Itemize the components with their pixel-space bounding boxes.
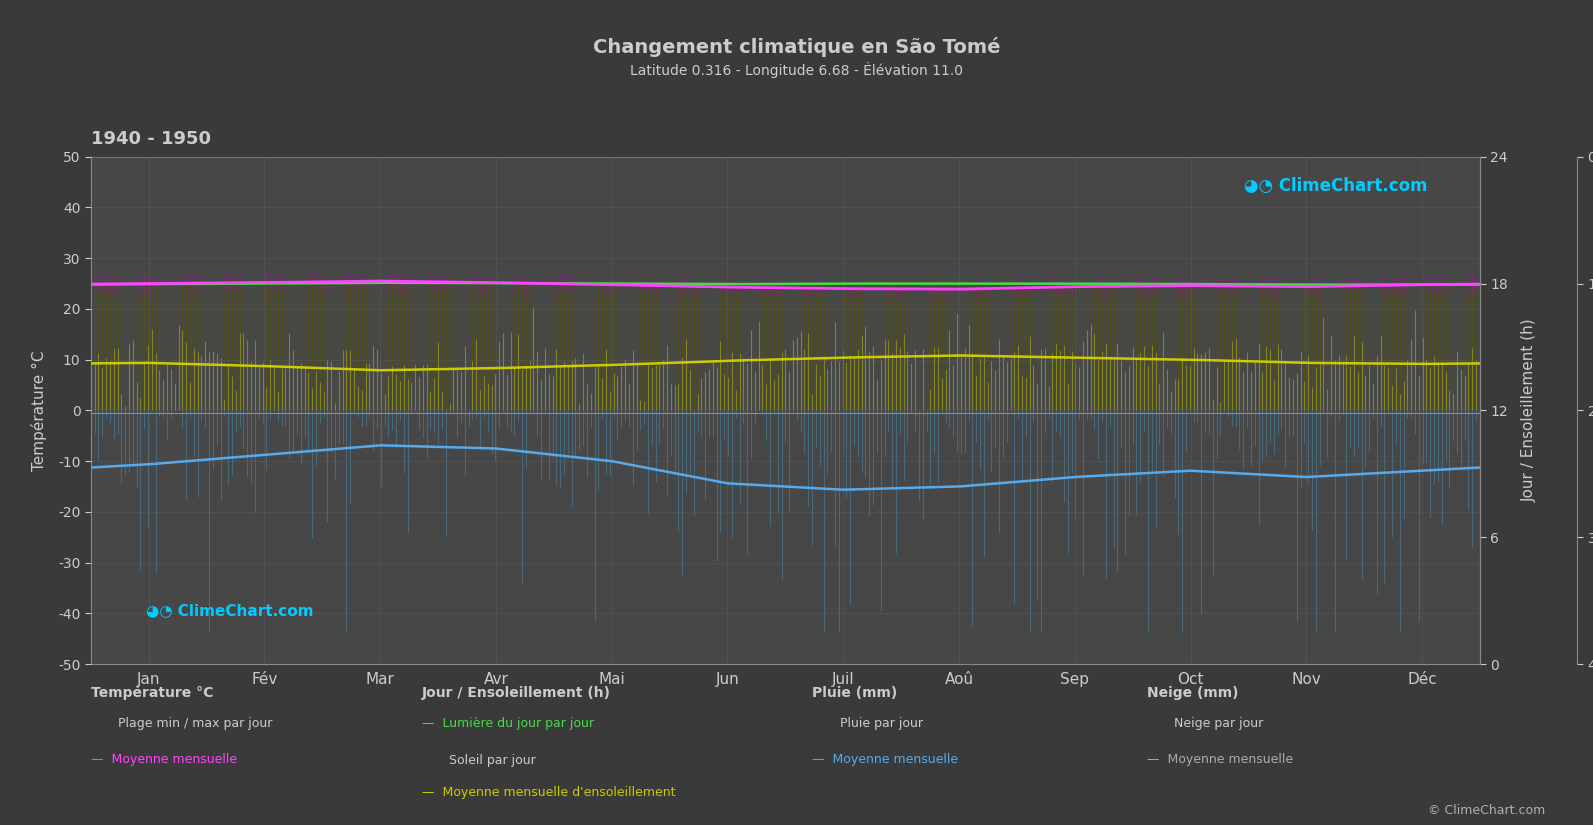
Text: Pluie (mm): Pluie (mm) — [812, 686, 898, 700]
Text: ◕◔ ClimeChart.com: ◕◔ ClimeChart.com — [147, 603, 314, 618]
Text: —  Lumière du jour par jour: — Lumière du jour par jour — [422, 717, 594, 730]
Text: Latitude 0.316 - Longitude 6.68 - Élévation 11.0: Latitude 0.316 - Longitude 6.68 - Élévat… — [629, 62, 964, 78]
Y-axis label: Jour / Ensoleillement (h): Jour / Ensoleillement (h) — [1521, 318, 1537, 502]
Text: Neige (mm): Neige (mm) — [1147, 686, 1238, 700]
Text: —  Moyenne mensuelle d'ensoleillement: — Moyenne mensuelle d'ensoleillement — [422, 786, 675, 799]
Text: Pluie par jour: Pluie par jour — [840, 717, 922, 730]
Text: —  Moyenne mensuelle: — Moyenne mensuelle — [1147, 753, 1294, 766]
Text: Température °C: Température °C — [91, 686, 213, 700]
Text: Neige par jour: Neige par jour — [1174, 717, 1263, 730]
Text: —  Moyenne mensuelle: — Moyenne mensuelle — [91, 753, 237, 766]
Text: —  Moyenne mensuelle: — Moyenne mensuelle — [812, 753, 959, 766]
Text: Plage min / max par jour: Plage min / max par jour — [118, 717, 272, 730]
Text: © ClimeChart.com: © ClimeChart.com — [1427, 804, 1545, 817]
Y-axis label: Température °C: Température °C — [30, 350, 46, 471]
Text: Changement climatique en São Tomé: Changement climatique en São Tomé — [593, 37, 1000, 57]
Text: 1940 - 1950: 1940 - 1950 — [91, 130, 210, 148]
Text: Jour / Ensoleillement (h): Jour / Ensoleillement (h) — [422, 686, 612, 700]
Text: ◕◔ ClimeChart.com: ◕◔ ClimeChart.com — [1244, 177, 1427, 195]
Text: Soleil par jour: Soleil par jour — [449, 754, 535, 767]
